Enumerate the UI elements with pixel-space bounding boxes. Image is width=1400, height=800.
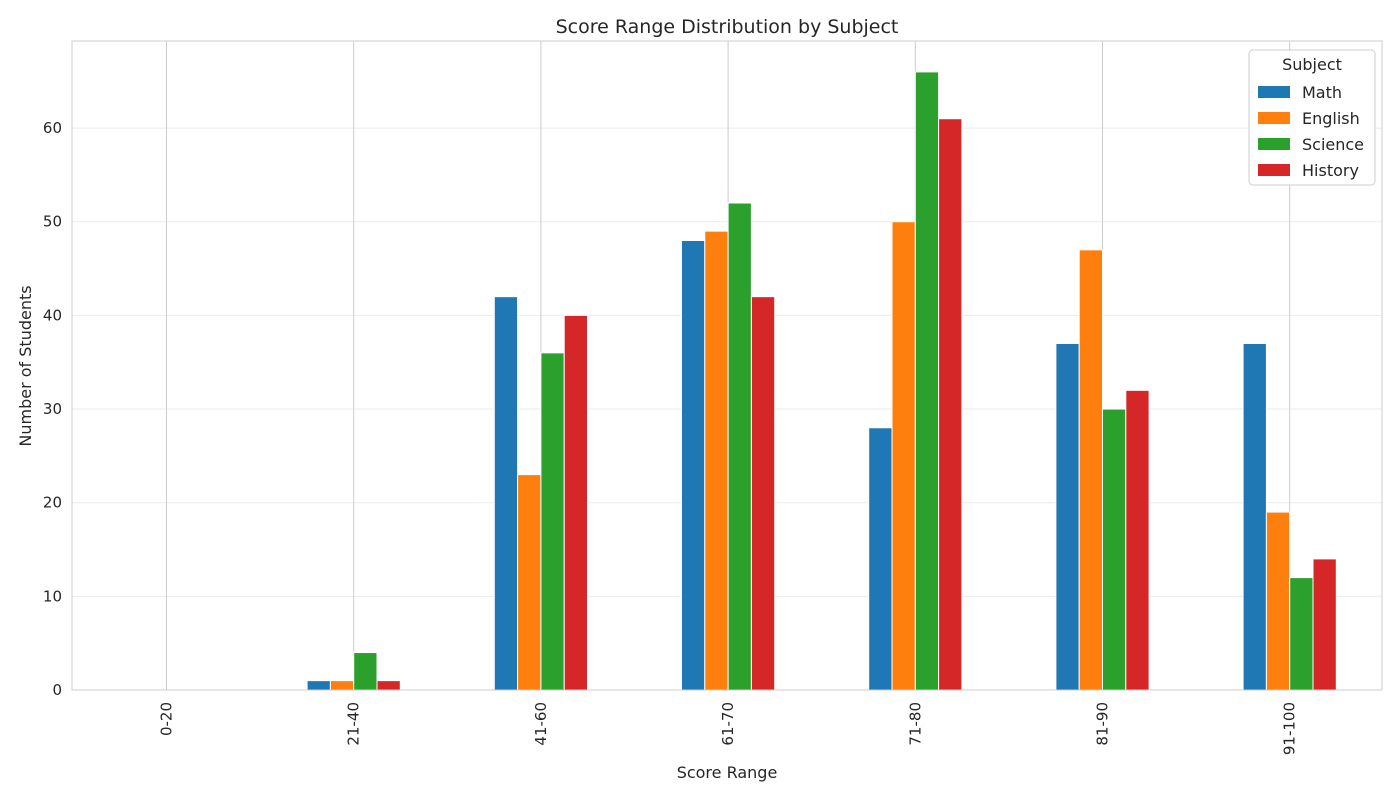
legend-label-science: Science <box>1302 135 1364 154</box>
bar-math-71-80 <box>868 427 893 691</box>
y-tick-label: 10 <box>43 587 62 605</box>
y-axis-label: Number of Students <box>16 285 35 446</box>
chart-title: Score Range Distribution by Subject <box>556 16 899 38</box>
bar-history-71-80 <box>938 118 963 691</box>
bar-math-41-60 <box>493 296 519 691</box>
bar-math-61-70 <box>681 239 706 691</box>
bar-science-61-70 <box>727 202 752 691</box>
legend-label-math: Math <box>1302 83 1342 102</box>
bar-math-91-100 <box>1242 342 1267 691</box>
bar-math-21-40 <box>306 680 331 691</box>
legend: Subject Math English Science History <box>1248 49 1376 186</box>
bar-science-41-60 <box>540 352 565 691</box>
x-tick-label: 91-100 <box>1281 702 1299 755</box>
bar-science-21-40 <box>353 652 378 691</box>
bar-english-41-60 <box>517 474 542 691</box>
x-axis-label: Score Range <box>677 763 778 782</box>
bar-science-71-80 <box>914 71 940 691</box>
y-tick-label: 30 <box>43 400 62 418</box>
bars-layer <box>306 71 1337 691</box>
y-tick-label: 60 <box>43 119 62 137</box>
y-tick-labels: 0 10 20 30 40 50 60 <box>43 119 62 699</box>
legend-title: Subject <box>1282 55 1342 74</box>
y-tick-label: 20 <box>43 494 62 512</box>
legend-label-english: English <box>1302 109 1360 128</box>
bar-math-81-90 <box>1055 342 1080 691</box>
bar-history-81-90 <box>1125 389 1150 691</box>
bar-history-41-60 <box>563 314 589 691</box>
legend-swatch-math <box>1258 86 1290 98</box>
bar-science-91-100 <box>1289 577 1314 691</box>
plot-frame <box>71 40 1383 691</box>
y-tick-label: 40 <box>43 306 62 324</box>
y-tick-label: 50 <box>43 213 62 231</box>
x-tick-labels: 0-20 21-40 41-60 61-70 71-80 81-90 91-100 <box>158 702 1299 755</box>
legend-swatch-english <box>1258 112 1290 124</box>
bar-history-91-100 <box>1312 558 1337 691</box>
x-tick-label: 71-80 <box>906 702 924 746</box>
legend-items: Math English Science History <box>1258 83 1364 180</box>
x-tick-label: 41-60 <box>532 702 550 746</box>
legend-swatch-history <box>1258 164 1290 176</box>
bar-english-91-100 <box>1265 511 1291 691</box>
x-tick-label: 61-70 <box>719 702 737 746</box>
legend-label-history: History <box>1302 161 1359 180</box>
bar-science-81-90 <box>1102 408 1127 691</box>
bar-english-71-80 <box>891 221 916 691</box>
legend-box <box>1248 49 1376 186</box>
legend-swatch-science <box>1258 138 1290 150</box>
x-tick-label: 0-20 <box>158 702 176 736</box>
y-tick-label: 0 <box>52 681 62 699</box>
bar-english-21-40 <box>329 680 355 691</box>
bar-english-81-90 <box>1078 249 1103 691</box>
bar-english-61-70 <box>704 230 729 691</box>
x-tick-label: 81-90 <box>1094 702 1112 746</box>
x-tick-label: 21-40 <box>345 702 363 746</box>
bar-history-21-40 <box>376 680 401 691</box>
bar-history-61-70 <box>750 296 776 691</box>
